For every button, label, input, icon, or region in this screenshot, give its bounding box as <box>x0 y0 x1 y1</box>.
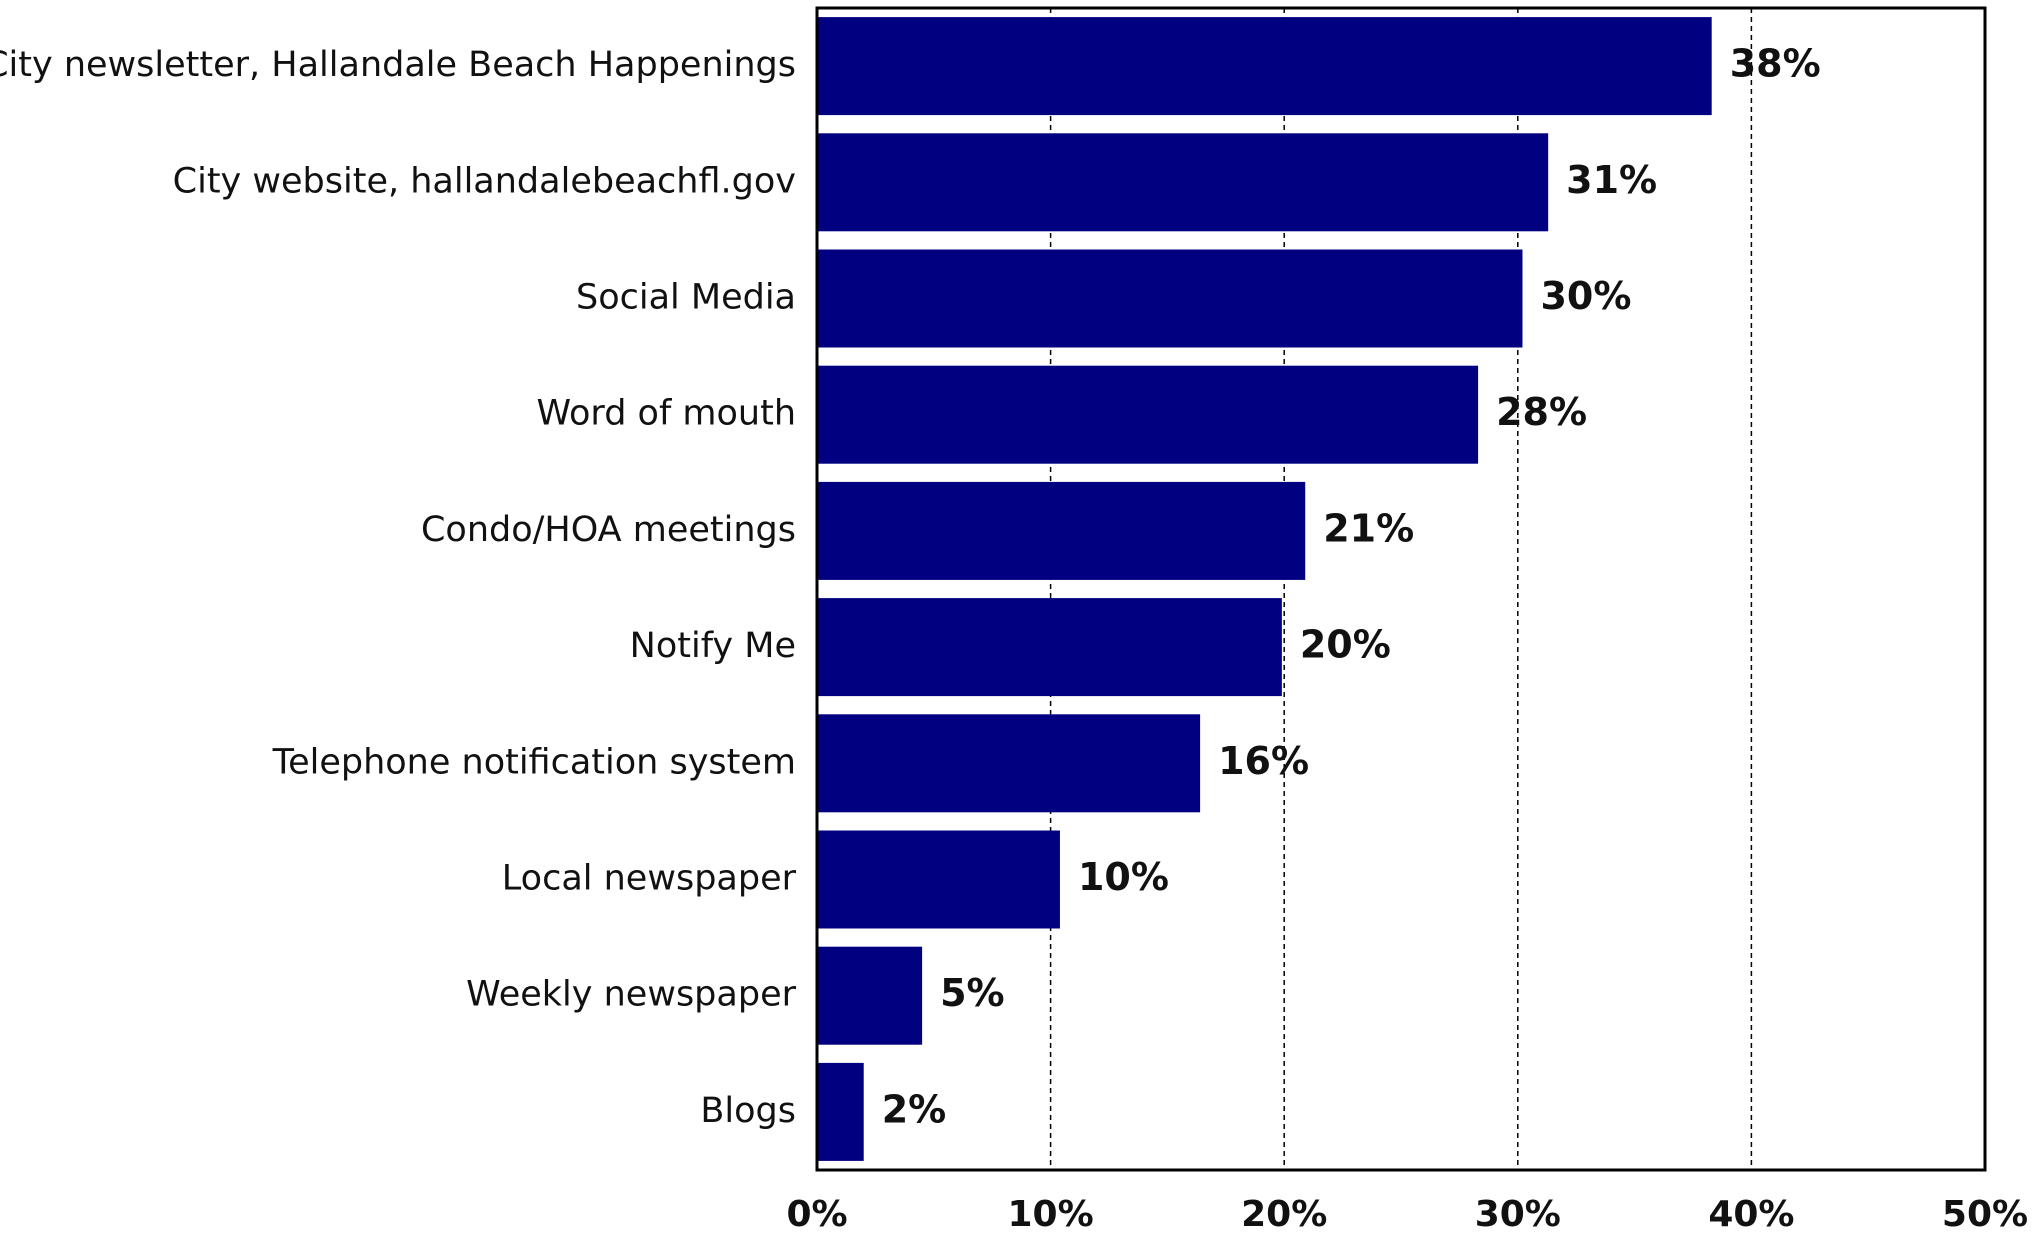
category-labels: City newsletter, Hallandale Beach Happen… <box>0 45 797 1131</box>
bar <box>817 17 1712 116</box>
value-labels: 38% 31% 30% 28% 21% 20% 16% 10% 5% 2% <box>882 42 1821 1132</box>
value-label: 21% <box>1323 506 1414 550</box>
bar <box>817 598 1282 697</box>
plot-frame <box>815 6 1987 1172</box>
category-label: Notify Me <box>630 626 796 666</box>
bar <box>817 946 923 1045</box>
value-label: 28% <box>1496 390 1587 434</box>
category-label: City website, hallandalebeachfl.gov <box>173 161 796 201</box>
x-tick-label: 50% <box>1942 1194 2028 1235</box>
x-tick-label: 30% <box>1475 1194 1561 1235</box>
category-label: Word of mouth <box>536 394 796 434</box>
x-tick-label: 20% <box>1241 1194 1327 1235</box>
value-label: 30% <box>1540 274 1631 318</box>
category-label: Blogs <box>700 1091 796 1131</box>
value-label: 16% <box>1218 739 1309 783</box>
bar <box>817 830 1060 929</box>
x-tick-label: 10% <box>1008 1194 1094 1235</box>
value-label: 31% <box>1566 158 1657 202</box>
category-label: Local newspaper <box>502 859 797 899</box>
bars <box>817 17 1712 1161</box>
category-label: Social Media <box>576 278 796 318</box>
x-tick-label: 0% <box>786 1194 847 1235</box>
bar <box>817 249 1523 348</box>
category-label: Telephone notification system <box>272 742 796 782</box>
value-label: 38% <box>1730 42 1821 86</box>
category-label: Weekly newspaper <box>466 975 796 1015</box>
value-label: 5% <box>940 971 1005 1015</box>
bar <box>817 714 1201 813</box>
bar <box>817 365 1479 464</box>
value-label: 2% <box>882 1087 947 1131</box>
category-label: City newsletter, Hallandale Beach Happen… <box>0 45 796 85</box>
x-axis-tick-labels: 0% 10% 20% 30% 40% 50% <box>786 1194 2028 1235</box>
bar <box>817 481 1306 580</box>
bar <box>817 1062 864 1161</box>
x-tick-label: 40% <box>1708 1194 1794 1235</box>
value-label: 10% <box>1078 855 1169 899</box>
category-label: Condo/HOA meetings <box>421 510 796 550</box>
bar <box>817 133 1549 232</box>
value-label: 20% <box>1300 623 1391 667</box>
